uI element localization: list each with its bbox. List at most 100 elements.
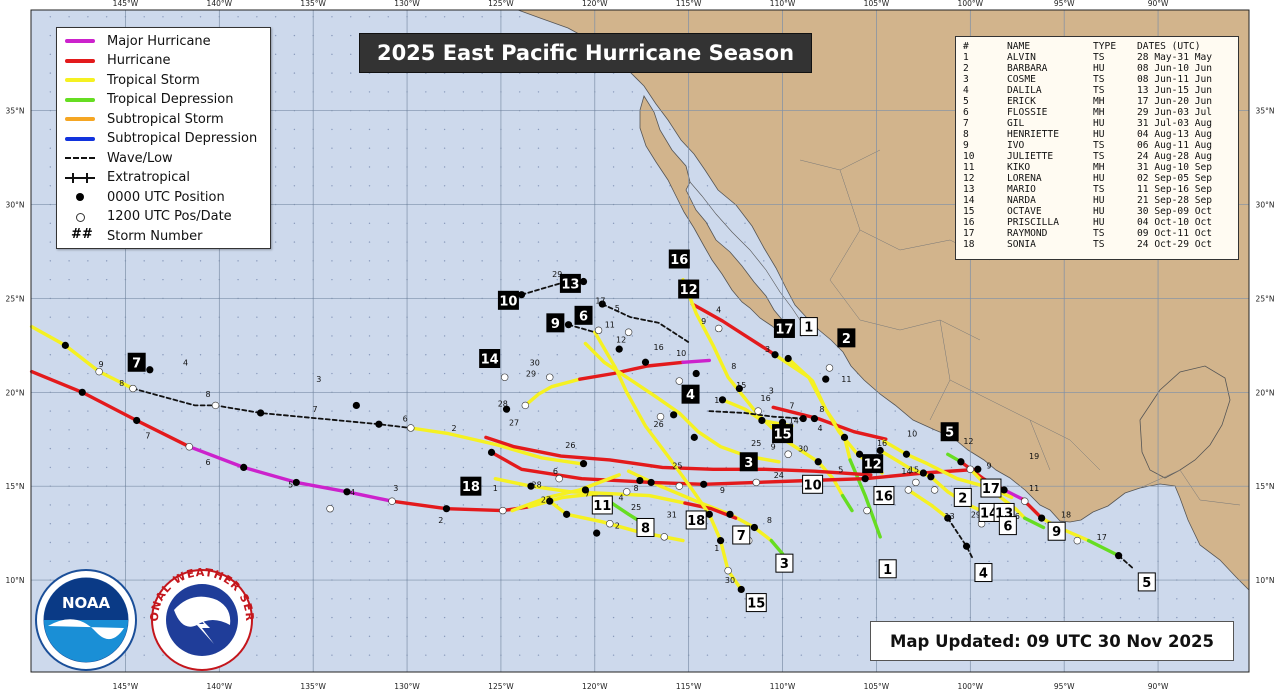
table-row: 16 PRISCILLA HU 04 Oct-10 Oct <box>963 217 1212 228</box>
grid-dot <box>350 654 352 656</box>
grid-dot <box>443 635 446 638</box>
position-dot-1200 <box>752 478 760 487</box>
grid-dot <box>68 16 70 18</box>
grid-dot <box>631 635 634 638</box>
position-dot-0000 <box>636 476 644 485</box>
date-label: 4 <box>716 306 721 315</box>
storm-label-box <box>773 318 795 338</box>
position-dot-0000 <box>692 369 700 378</box>
lon-label-top: 125°W <box>488 0 514 8</box>
grid-dot <box>744 447 746 450</box>
lat-label-left: 25°N <box>6 294 25 303</box>
grid-dot <box>1119 523 1122 525</box>
grid-dot <box>932 541 934 544</box>
grid-dot <box>1025 560 1028 562</box>
grid-dot <box>162 372 164 375</box>
lon-label-top: 110°W <box>770 0 796 8</box>
grid-dot <box>481 560 483 562</box>
grid-dot <box>462 410 465 412</box>
position-dot-0000 <box>705 510 713 518</box>
grid-dot <box>650 222 652 225</box>
grid-dot <box>105 410 108 412</box>
date-label: 3 <box>765 345 770 354</box>
table-row: 10 JULIETTE TS 24 Aug-28 Aug <box>963 151 1212 162</box>
grid-dot <box>1044 616 1047 619</box>
grid-dot <box>87 316 89 318</box>
grid-dot <box>181 447 183 450</box>
lon-label-top: 95°W <box>1054 0 1075 8</box>
grid-dot <box>368 16 371 18</box>
grid-dot <box>856 541 859 544</box>
storm-label-text: 16 <box>875 490 893 505</box>
grid-dot <box>537 260 540 262</box>
cell-dates: 11 Sep-16 Sep <box>1137 184 1213 195</box>
grid-dot <box>49 16 52 18</box>
grid-dot <box>650 541 652 544</box>
tropical-depression-track <box>848 458 882 539</box>
grid-dot <box>763 429 765 431</box>
cell-dates: 24 Oct-29 Oct <box>1137 239 1213 250</box>
grid-dot <box>1119 598 1122 600</box>
grid-dot <box>274 466 277 469</box>
grid-dot <box>350 53 352 56</box>
cell-num: 8 <box>963 129 969 140</box>
cell-type: HU <box>1093 195 1105 206</box>
storm-number-label: 5 <box>940 422 959 442</box>
grid-dot <box>856 504 859 506</box>
grid-dot <box>105 504 108 506</box>
grid-dot <box>274 260 277 262</box>
grid-dot <box>143 278 145 281</box>
position-dot-0000 <box>690 433 698 441</box>
position-dot-1200 <box>660 533 668 541</box>
grid-dot <box>331 72 333 74</box>
storm-label-box <box>772 424 794 444</box>
grid-dot <box>368 166 371 168</box>
grid-dot <box>913 560 915 562</box>
grid-dot <box>1082 541 1084 544</box>
grid-dot <box>368 598 371 600</box>
grid-dot <box>387 504 389 506</box>
lon-label-bottom: 90°W <box>1148 682 1169 691</box>
grid-dot <box>519 316 521 318</box>
grid-dot <box>575 654 577 656</box>
lat-label-left: 30°N <box>6 201 25 210</box>
storm-label-text: 7 <box>737 529 746 544</box>
grid-dot <box>237 372 239 375</box>
grid-dot <box>819 466 821 469</box>
lon-label-top: 90°W <box>1148 0 1169 8</box>
grid-dot <box>49 523 52 525</box>
grid-dot <box>350 447 352 450</box>
table-row: 7 GIL HU 31 Jul-03 Aug <box>963 118 1212 129</box>
grid-dot <box>631 222 634 225</box>
grid-dot <box>744 635 746 638</box>
grid-dot <box>443 260 446 262</box>
grid-dot <box>462 147 465 149</box>
grid-dot <box>462 335 465 337</box>
state-borders <box>799 149 1241 506</box>
date-label: 11 <box>1029 484 1039 493</box>
grid-dot <box>293 316 296 318</box>
grid-dot <box>274 523 277 525</box>
grid-dot <box>331 635 333 638</box>
cell-name: JULIETTE <box>1007 151 1054 162</box>
grid-dot <box>331 260 333 262</box>
lat-label-right: 10°N <box>1256 576 1275 585</box>
grid-dot <box>481 128 483 131</box>
grid-dot <box>800 616 803 619</box>
storm-number-label: 4 <box>681 384 700 404</box>
grid-dot <box>425 91 427 93</box>
grid-dot <box>199 541 202 544</box>
position-dot-1200 <box>500 373 509 381</box>
grid-dot <box>256 523 258 525</box>
storm-label-text: 14 <box>481 353 499 368</box>
grid-dot <box>293 372 296 375</box>
grid-dot <box>519 635 521 638</box>
storm-number-label: 1 <box>799 317 818 337</box>
cell-num: 15 <box>963 206 975 217</box>
date-label: 10 <box>676 349 686 358</box>
position-dot-0000 <box>1115 552 1123 560</box>
grid-dot <box>387 560 389 562</box>
position-dot-0000 <box>647 478 655 487</box>
position-dot-1200 <box>129 384 137 393</box>
cell-dates: 04 Oct-10 Oct <box>1137 217 1213 228</box>
